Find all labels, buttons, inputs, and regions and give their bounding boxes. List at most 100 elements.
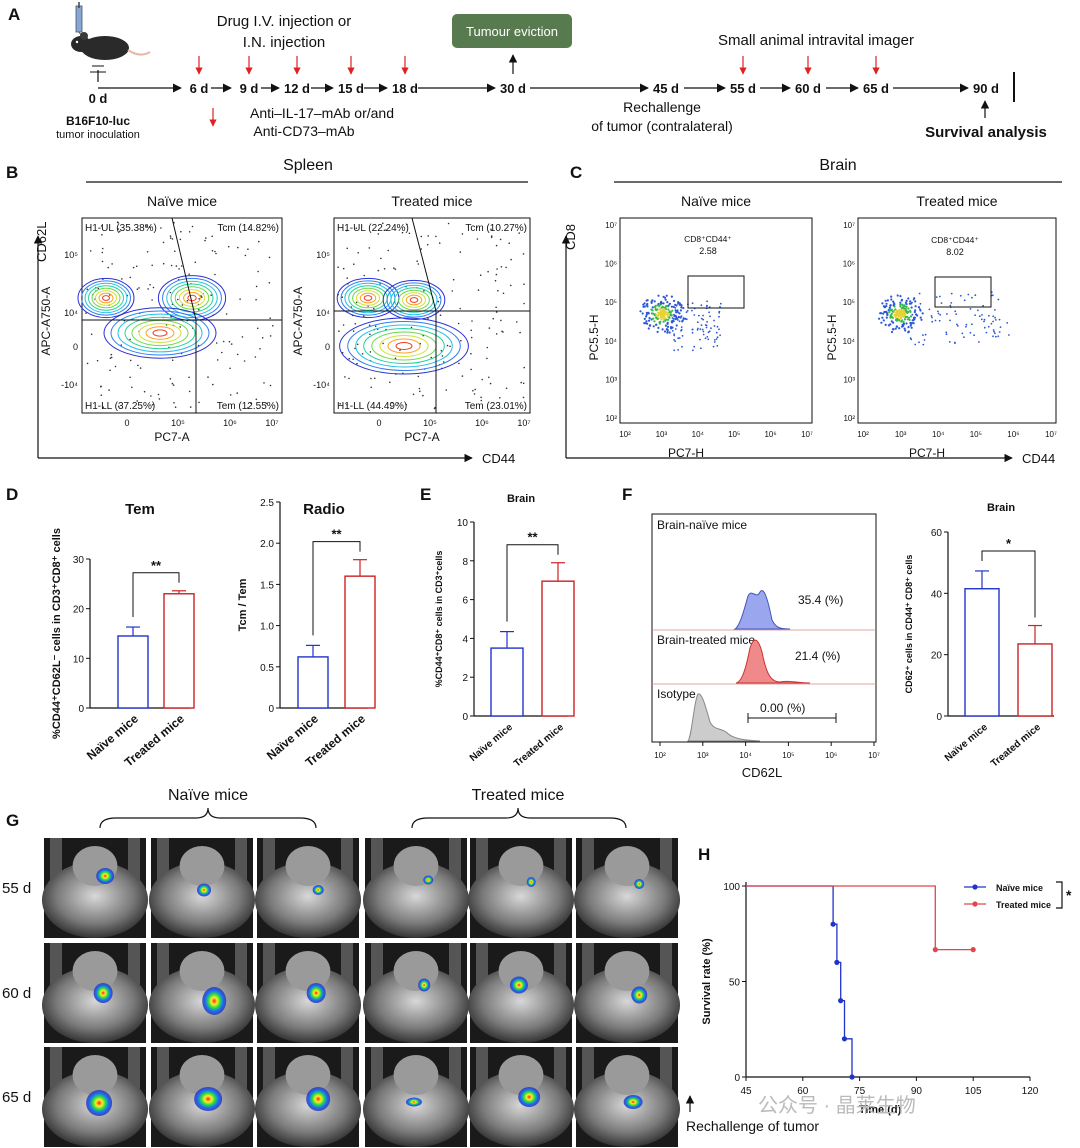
event-dot: [490, 228, 492, 231]
event-dot: [111, 263, 113, 265]
event-dot: [674, 318, 678, 321]
restraint-bar: [449, 1047, 461, 1092]
event-dot: [405, 403, 408, 406]
event-dot: [648, 317, 651, 320]
contour-line: [91, 287, 121, 309]
event-dot: [719, 334, 721, 337]
event-dot: [651, 306, 654, 309]
event-dot: [269, 317, 272, 320]
x-tick-label: 10⁷: [801, 430, 813, 439]
event-dot: [910, 306, 913, 309]
event-dot: [886, 313, 889, 317]
event-dot: [882, 319, 885, 322]
event-dot: [918, 341, 920, 344]
x-tick-label: 0: [376, 418, 381, 428]
event-dot: [101, 247, 104, 250]
quadrant-ll-label: H1-LL (44.49%): [337, 401, 407, 412]
event-dot: [248, 226, 251, 229]
y-tick-label: 0: [462, 712, 468, 723]
event-dot: [181, 304, 184, 306]
event-dot: [677, 311, 679, 314]
event-dot: [706, 320, 708, 323]
y-tick-label: 10⁵: [605, 298, 617, 307]
event-dot: [390, 407, 392, 409]
event-dot: [229, 367, 231, 370]
event-dot: [937, 310, 939, 313]
event-dot: [110, 353, 113, 356]
event-dot: [913, 316, 916, 319]
hist-x-tick-label: 10³: [697, 751, 709, 760]
event-dot: [441, 355, 444, 357]
event-dot: [499, 397, 501, 399]
event-dot: [700, 347, 702, 350]
bioluminescence-image: [467, 943, 575, 1043]
event-dot: [903, 318, 907, 321]
event-dot: [702, 330, 705, 333]
event-dot: [236, 353, 239, 356]
event-dot: [705, 326, 708, 329]
event-dot: [401, 231, 404, 234]
event-dot: [476, 226, 478, 229]
imaging-row-label: 55 d: [2, 880, 31, 897]
y-tick-label: 10⁶: [843, 260, 855, 269]
event-dot: [210, 294, 212, 297]
event-dot: [683, 318, 685, 320]
cd44-axis-label-b: CD44: [482, 451, 515, 466]
contour-line: [174, 286, 210, 310]
y-tick-label: 0: [73, 342, 78, 352]
timeline-day-label: 30 d: [500, 81, 526, 96]
contour-line: [387, 338, 421, 354]
event-dot: [905, 322, 908, 325]
event-dot: [900, 309, 903, 313]
event-dot: [898, 327, 901, 330]
event-dot: [671, 317, 674, 319]
event-dot: [959, 294, 962, 297]
event-dot: [495, 333, 498, 335]
event-dot: [922, 334, 924, 336]
panel-c: C Brain CD8 CD44 Naïve mice CD8⁺CD44⁺ 2.58…: [561, 157, 1062, 466]
event-dot: [438, 242, 441, 244]
y-tick-label: 2.0: [260, 539, 274, 550]
event-dot: [905, 305, 908, 308]
flow-plot-frame: [857, 217, 1057, 424]
event-dot: [247, 248, 249, 250]
event-dot: [691, 328, 694, 331]
event-dot: [714, 339, 716, 341]
event-dot: [924, 333, 927, 336]
event-dot: [352, 358, 355, 361]
event-dot: [907, 330, 911, 333]
panel-label-b: B: [6, 163, 18, 182]
bioluminescence-image: [467, 1047, 575, 1147]
restraint-bar: [50, 943, 62, 988]
event-dot: [667, 304, 670, 307]
bar: [297, 656, 329, 709]
event-dot: [228, 340, 231, 343]
bar: [490, 647, 524, 717]
event-dot: [341, 352, 344, 354]
event-dot: [930, 315, 933, 317]
event-dot: [997, 335, 1000, 338]
event-dot: [697, 327, 699, 330]
restraint-bar: [582, 1047, 594, 1092]
event-dot: [342, 324, 345, 326]
event-dot: [346, 277, 349, 279]
restraint-bar: [263, 1047, 275, 1092]
event-dot: [495, 273, 498, 276]
survival-line: [746, 885, 853, 1077]
event-dot: [654, 316, 658, 319]
event-dot: [677, 319, 679, 321]
event-dot: [523, 302, 525, 305]
event-dot: [169, 237, 172, 239]
bar: [964, 588, 1000, 717]
hist-label-isotype: Isotype: [657, 687, 696, 701]
mouse-head: [498, 1055, 544, 1095]
event-dot: [900, 298, 904, 301]
event-dot: [878, 317, 881, 320]
event-dot: [157, 393, 160, 396]
event-dot: [680, 306, 683, 309]
treated-bracket: [411, 807, 627, 829]
survival-point: [932, 947, 938, 953]
event-dot: [363, 315, 365, 318]
event-dot: [237, 246, 239, 249]
contour-line: [386, 282, 442, 318]
